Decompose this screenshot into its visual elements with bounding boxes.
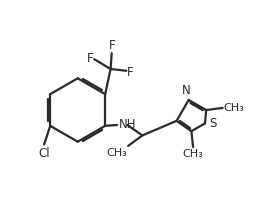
Text: F: F [87, 52, 94, 65]
Text: NH: NH [119, 118, 136, 131]
Text: Cl: Cl [39, 147, 50, 160]
Text: CH₃: CH₃ [223, 103, 244, 113]
Text: F: F [127, 66, 134, 79]
Text: F: F [108, 38, 115, 51]
Text: CH₃: CH₃ [183, 149, 204, 159]
Text: CH₃: CH₃ [106, 148, 127, 158]
Text: N: N [182, 84, 191, 97]
Text: S: S [209, 117, 216, 130]
